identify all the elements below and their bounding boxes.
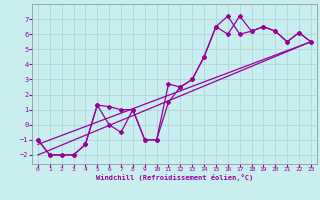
X-axis label: Windchill (Refroidissement éolien,°C): Windchill (Refroidissement éolien,°C)	[96, 174, 253, 181]
